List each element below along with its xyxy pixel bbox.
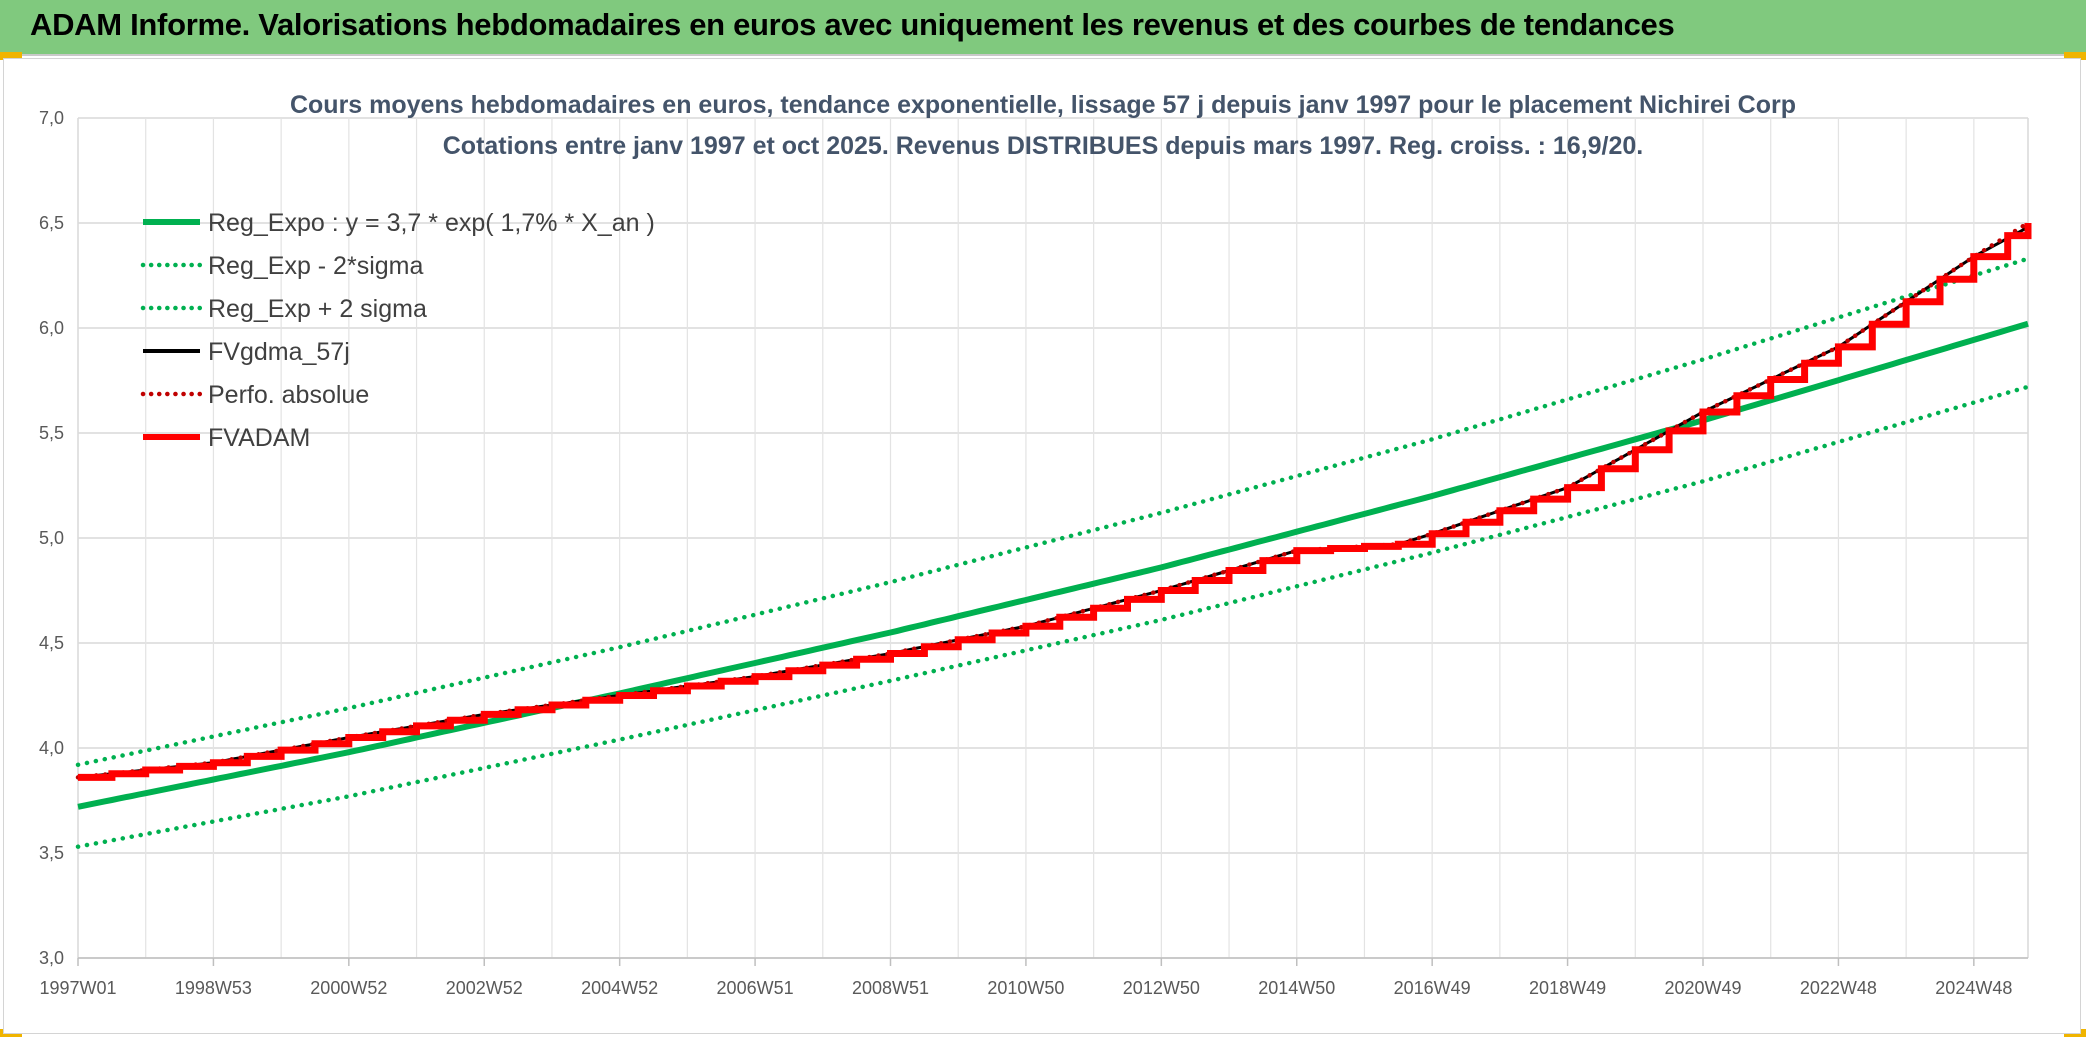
grid-layer bbox=[77, 117, 2029, 959]
x-tick-label: 2002W52 bbox=[446, 978, 523, 998]
x-tick-label: 2004W52 bbox=[581, 978, 658, 998]
x-tick-label: 1997W01 bbox=[39, 978, 116, 998]
title-layer: Cours moyens hebdomadaires en euros, ten… bbox=[290, 91, 1796, 160]
x-tick-label: 2012W50 bbox=[1123, 978, 1200, 998]
x-tick-label: 2010W50 bbox=[987, 978, 1064, 998]
series-line-1 bbox=[75, 384, 2031, 849]
legend-label: Perfo. absolue bbox=[208, 381, 369, 409]
x-tick-label: 2018W49 bbox=[1529, 978, 1606, 998]
y-tick-label: 7,0 bbox=[39, 108, 64, 128]
chart-title-line2: Cotations entre janv 1997 et oct 2025. R… bbox=[443, 132, 1644, 160]
y-tick-label: 4,5 bbox=[39, 633, 64, 653]
series-layer bbox=[75, 220, 2032, 849]
x-tick-label: 2014W50 bbox=[1258, 978, 1335, 998]
axis-layer: 3,0 3,5 4,0 4,5 5,0 5,5 6,0 6,5 7,0 1997W01 1998W5… bbox=[39, 108, 2012, 998]
series-line-5 bbox=[78, 223, 2032, 781]
y-tick-label: 6,0 bbox=[39, 318, 64, 338]
y-tick-label: 6,5 bbox=[39, 213, 64, 233]
chart-title-line1: Cours moyens hebdomadaires en euros, ten… bbox=[290, 91, 1796, 119]
y-tick-label: 5,0 bbox=[39, 528, 64, 548]
x-tick-label: 2016W49 bbox=[1394, 978, 1471, 998]
legend-label: Reg_Expo : y = 3,7 * exp( 1,7% * X_an ) bbox=[208, 209, 655, 237]
x-tick-label: 2024W48 bbox=[1935, 978, 2012, 998]
legend-label: Reg_Exp - 2*sigma bbox=[208, 252, 423, 280]
y-tick-label: 4,0 bbox=[39, 738, 64, 758]
legend-label: FVgdma_57j bbox=[208, 338, 350, 366]
series-line-2 bbox=[75, 256, 2031, 768]
x-tick-label: 2008W51 bbox=[852, 978, 929, 998]
x-tick-label: 2022W48 bbox=[1800, 978, 1877, 998]
x-tick-label: 2020W49 bbox=[1664, 978, 1741, 998]
y-tick-label: 5,5 bbox=[39, 423, 64, 443]
y-tick-label: 3,5 bbox=[39, 843, 64, 863]
y-tick-label: 3,0 bbox=[39, 948, 64, 968]
header-bar: ADAM Informe. Valorisations hebdomadaire… bbox=[0, 0, 2086, 56]
page-title: ADAM Informe. Valorisations hebdomadaire… bbox=[30, 7, 1675, 42]
x-tick-label: 2000W52 bbox=[310, 978, 387, 998]
x-tick-label: 2006W51 bbox=[717, 978, 794, 998]
legend: Reg_Expo : y = 3,7 * exp( 1,7% * X_an ) R… bbox=[140, 209, 655, 452]
x-tick-label: 1998W53 bbox=[175, 978, 252, 998]
legend-label: FVADAM bbox=[208, 424, 310, 452]
corner-accent-top-right bbox=[2064, 52, 2086, 60]
corner-accent-top-left bbox=[0, 52, 22, 60]
legend-label: Reg_Exp + 2 sigma bbox=[208, 295, 427, 323]
